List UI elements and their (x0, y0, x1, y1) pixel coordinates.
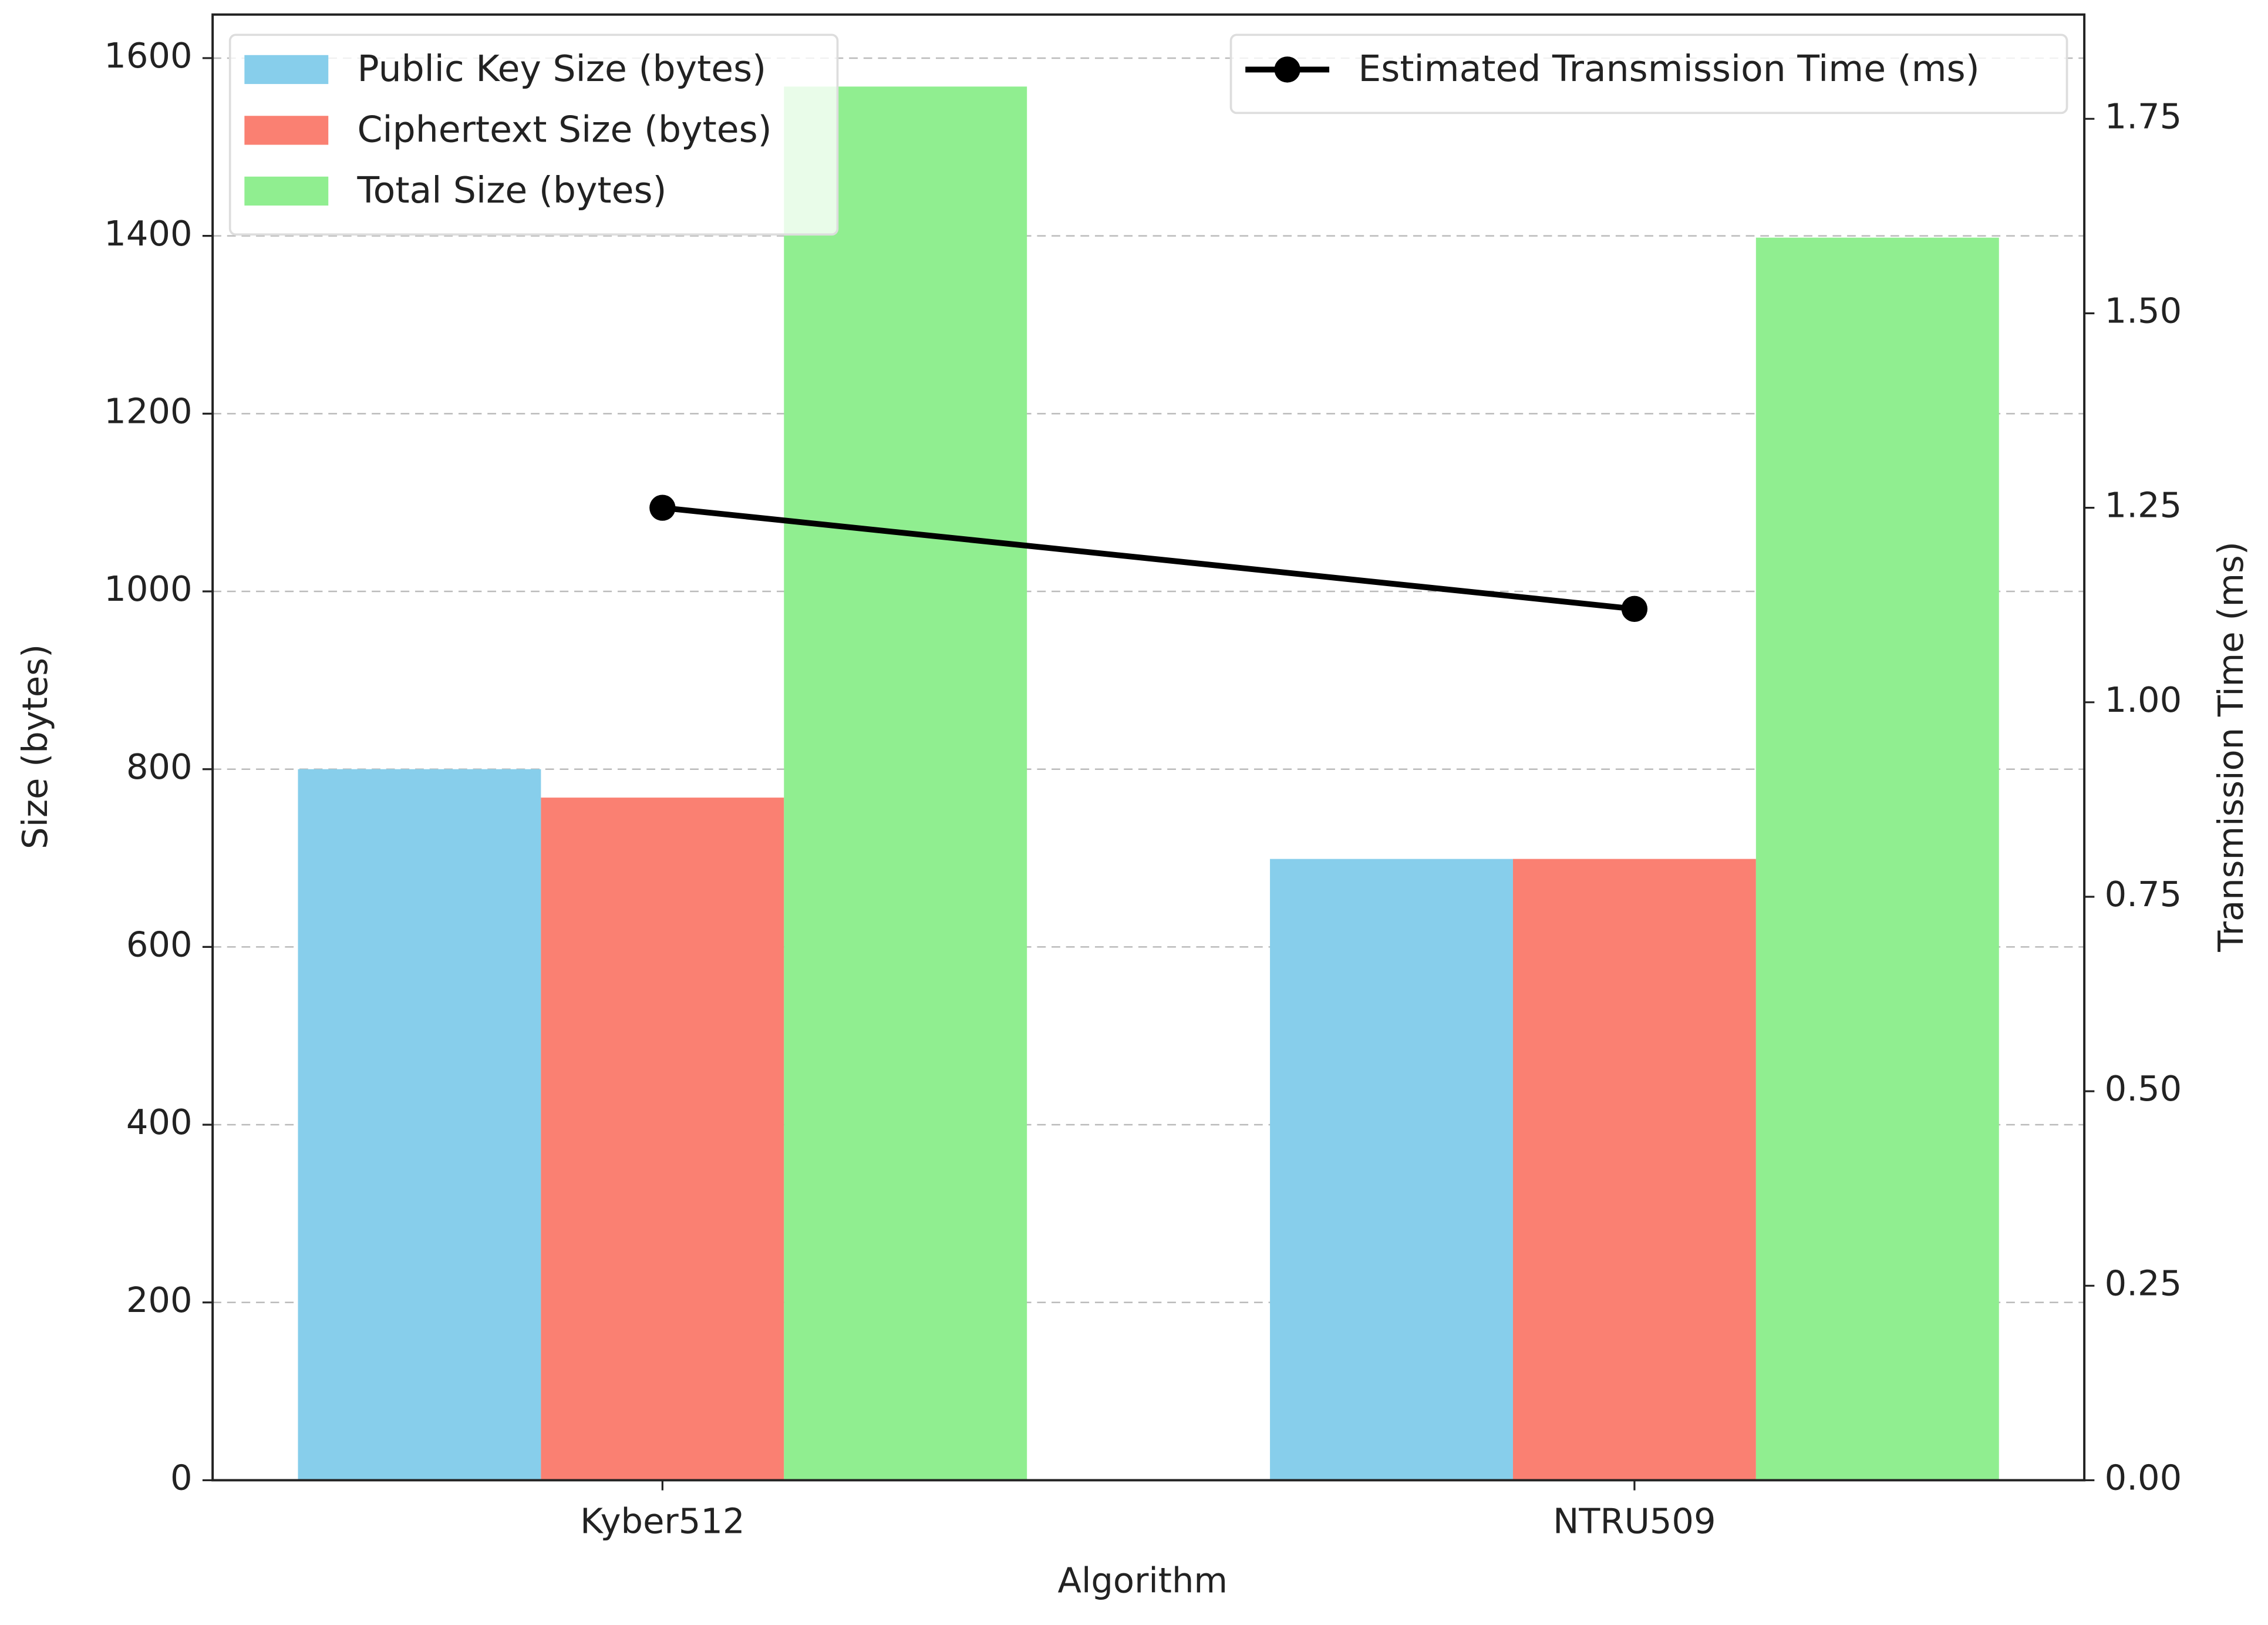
y2-tick-label: 0.50 (2105, 1068, 2182, 1109)
y-tick-label: 400 (126, 1102, 193, 1142)
x-tick-label: Kyber512 (580, 1500, 744, 1541)
y-tick-label: 1400 (104, 213, 192, 254)
y2-tick-label: 0.25 (2105, 1263, 2182, 1303)
y2-axis-label: Transmission Time (ms) (2210, 541, 2251, 953)
x-tick-label: NTRU509 (1553, 1500, 1716, 1541)
y2-tick-label: 1.50 (2105, 291, 2182, 331)
legend: Estimated Transmission Time (ms) (1229, 33, 2068, 115)
y-tick-label: 1000 (104, 568, 192, 609)
bar (298, 769, 541, 1481)
bar (784, 86, 1027, 1481)
axes-frame (211, 13, 2086, 1482)
legend-label: Total Size (bytes) (357, 169, 667, 211)
legend-swatch (244, 176, 329, 206)
legend-box (1229, 33, 2068, 115)
bar (1755, 237, 1999, 1481)
y-tick-label: 800 (126, 746, 193, 787)
legend: Public Key Size (bytes) Ciphertext Size (… (228, 33, 839, 236)
line (662, 504, 1635, 612)
legend-label: Ciphertext Size (bytes) (358, 108, 772, 150)
legend-label: Estimated Transmission Time (ms) (1358, 48, 1979, 90)
y2-tick-label: 1.25 (2105, 485, 2182, 526)
legend-label: Public Key Size (bytes) (358, 48, 767, 90)
y2-tick-label: 1.00 (2105, 679, 2182, 720)
y-tick-label: 0 (170, 1458, 193, 1498)
y-axis-label: Size (bytes) (15, 644, 55, 849)
x-axis-label: Algorithm (1058, 1560, 1228, 1601)
bar (1512, 859, 1756, 1481)
y-tick-label: 1200 (104, 391, 192, 431)
legend-box (228, 33, 839, 236)
bar (1270, 859, 1513, 1481)
y-tick-label: 200 (126, 1280, 193, 1320)
legend-swatch (244, 116, 329, 145)
y2-tick-label: 0.75 (2105, 874, 2182, 914)
legend-marker (1274, 56, 1300, 83)
y-tick-label: 1600 (104, 35, 192, 76)
y-tick-label: 600 (126, 924, 193, 965)
point (649, 494, 676, 521)
legend-swatch (244, 55, 329, 85)
y2-tick-label: 0.00 (2105, 1458, 2182, 1498)
bar (541, 798, 784, 1481)
y2-tick-label: 1.75 (2105, 96, 2182, 136)
point (1621, 596, 1648, 623)
